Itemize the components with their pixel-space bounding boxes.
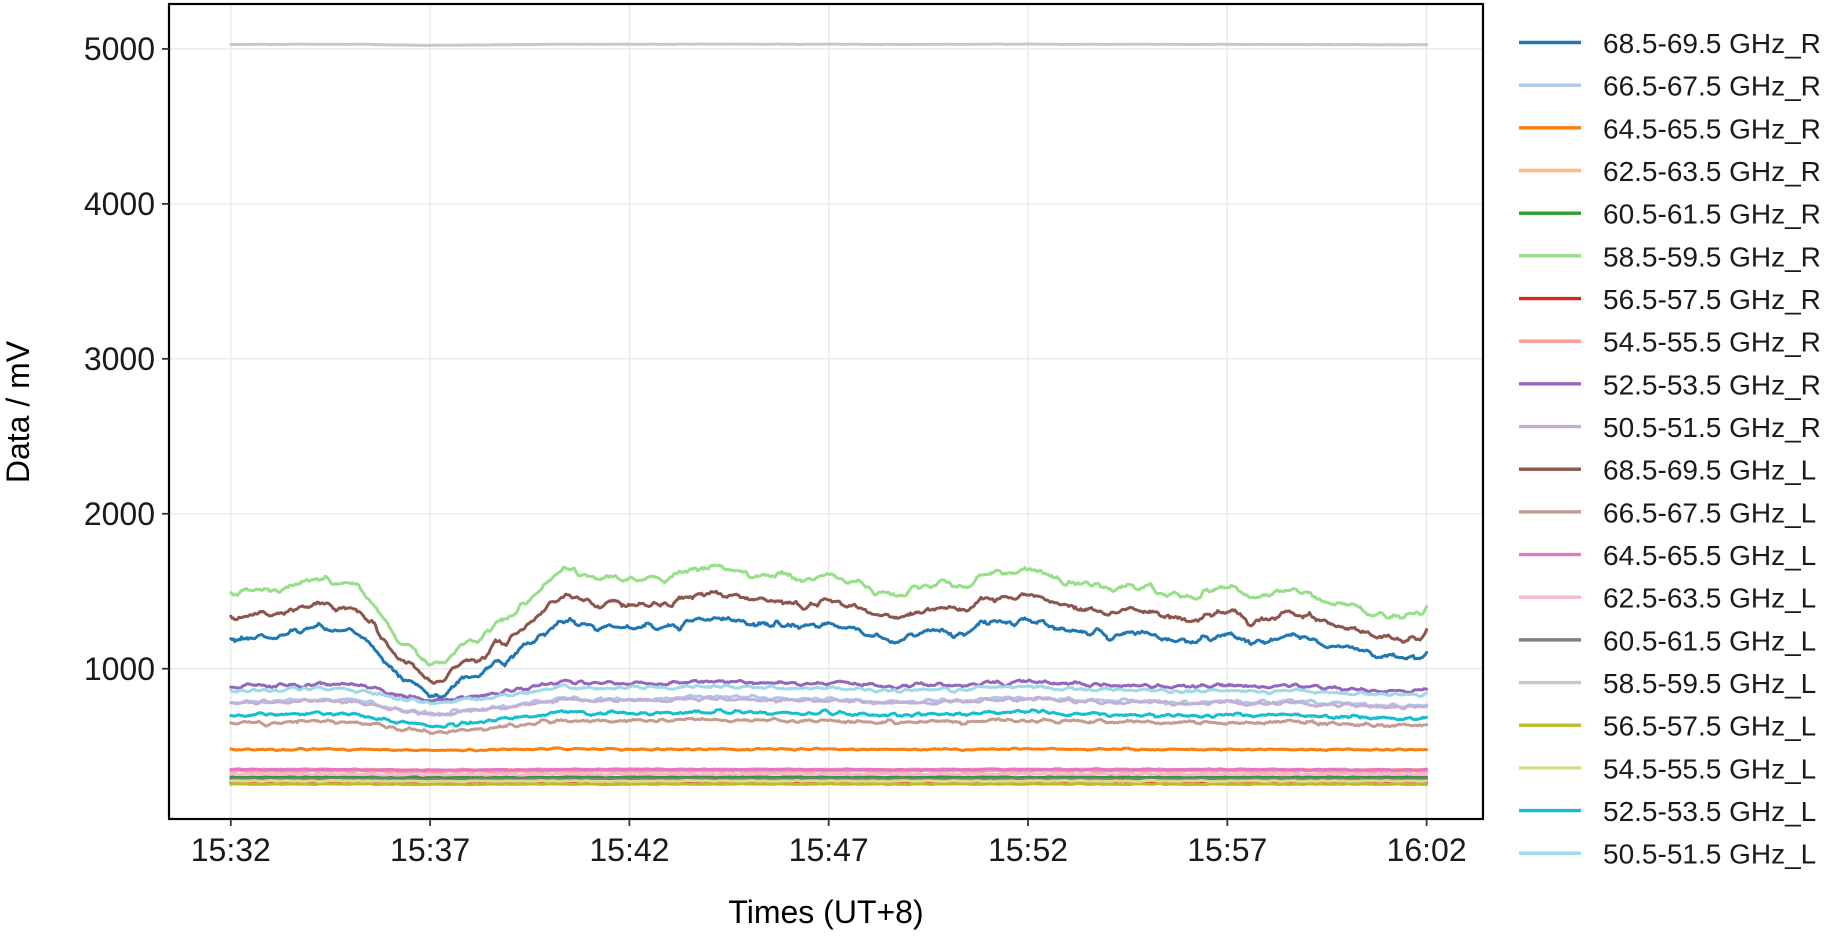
svg-text:66.5-67.5 GHz_R: 66.5-67.5 GHz_R: [1603, 71, 1821, 102]
svg-text:60.5-61.5 GHz_R: 60.5-61.5 GHz_R: [1603, 199, 1821, 230]
svg-text:64.5-65.5 GHz_R: 64.5-65.5 GHz_R: [1603, 113, 1821, 144]
svg-text:50.5-51.5 GHz_R: 50.5-51.5 GHz_R: [1603, 412, 1821, 443]
svg-text:56.5-57.5 GHz_R: 56.5-57.5 GHz_R: [1603, 284, 1821, 315]
svg-text:60.5-61.5 GHz_L: 60.5-61.5 GHz_L: [1603, 625, 1816, 656]
svg-text:54.5-55.5 GHz_R: 54.5-55.5 GHz_R: [1603, 327, 1821, 358]
svg-text:50.5-51.5 GHz_L: 50.5-51.5 GHz_L: [1603, 839, 1816, 870]
svg-text:64.5-65.5 GHz_L: 64.5-65.5 GHz_L: [1603, 540, 1816, 571]
svg-text:52.5-53.5 GHz_L: 52.5-53.5 GHz_L: [1603, 796, 1816, 827]
svg-text:56.5-57.5 GHz_L: 56.5-57.5 GHz_L: [1603, 711, 1816, 742]
svg-text:68.5-69.5 GHz_R: 68.5-69.5 GHz_R: [1603, 28, 1821, 59]
svg-text:66.5-67.5 GHz_L: 66.5-67.5 GHz_L: [1603, 497, 1816, 528]
svg-text:68.5-69.5 GHz_L: 68.5-69.5 GHz_L: [1603, 455, 1816, 486]
svg-text:62.5-63.5 GHz_L: 62.5-63.5 GHz_L: [1603, 583, 1816, 614]
svg-text:54.5-55.5 GHz_L: 54.5-55.5 GHz_L: [1603, 753, 1816, 784]
svg-text:62.5-63.5 GHz_R: 62.5-63.5 GHz_R: [1603, 156, 1821, 187]
svg-text:58.5-59.5 GHz_R: 58.5-59.5 GHz_R: [1603, 241, 1821, 272]
svg-text:52.5-53.5 GHz_R: 52.5-53.5 GHz_R: [1603, 369, 1821, 400]
svg-text:58.5-59.5 GHz_L: 58.5-59.5 GHz_L: [1603, 668, 1816, 699]
